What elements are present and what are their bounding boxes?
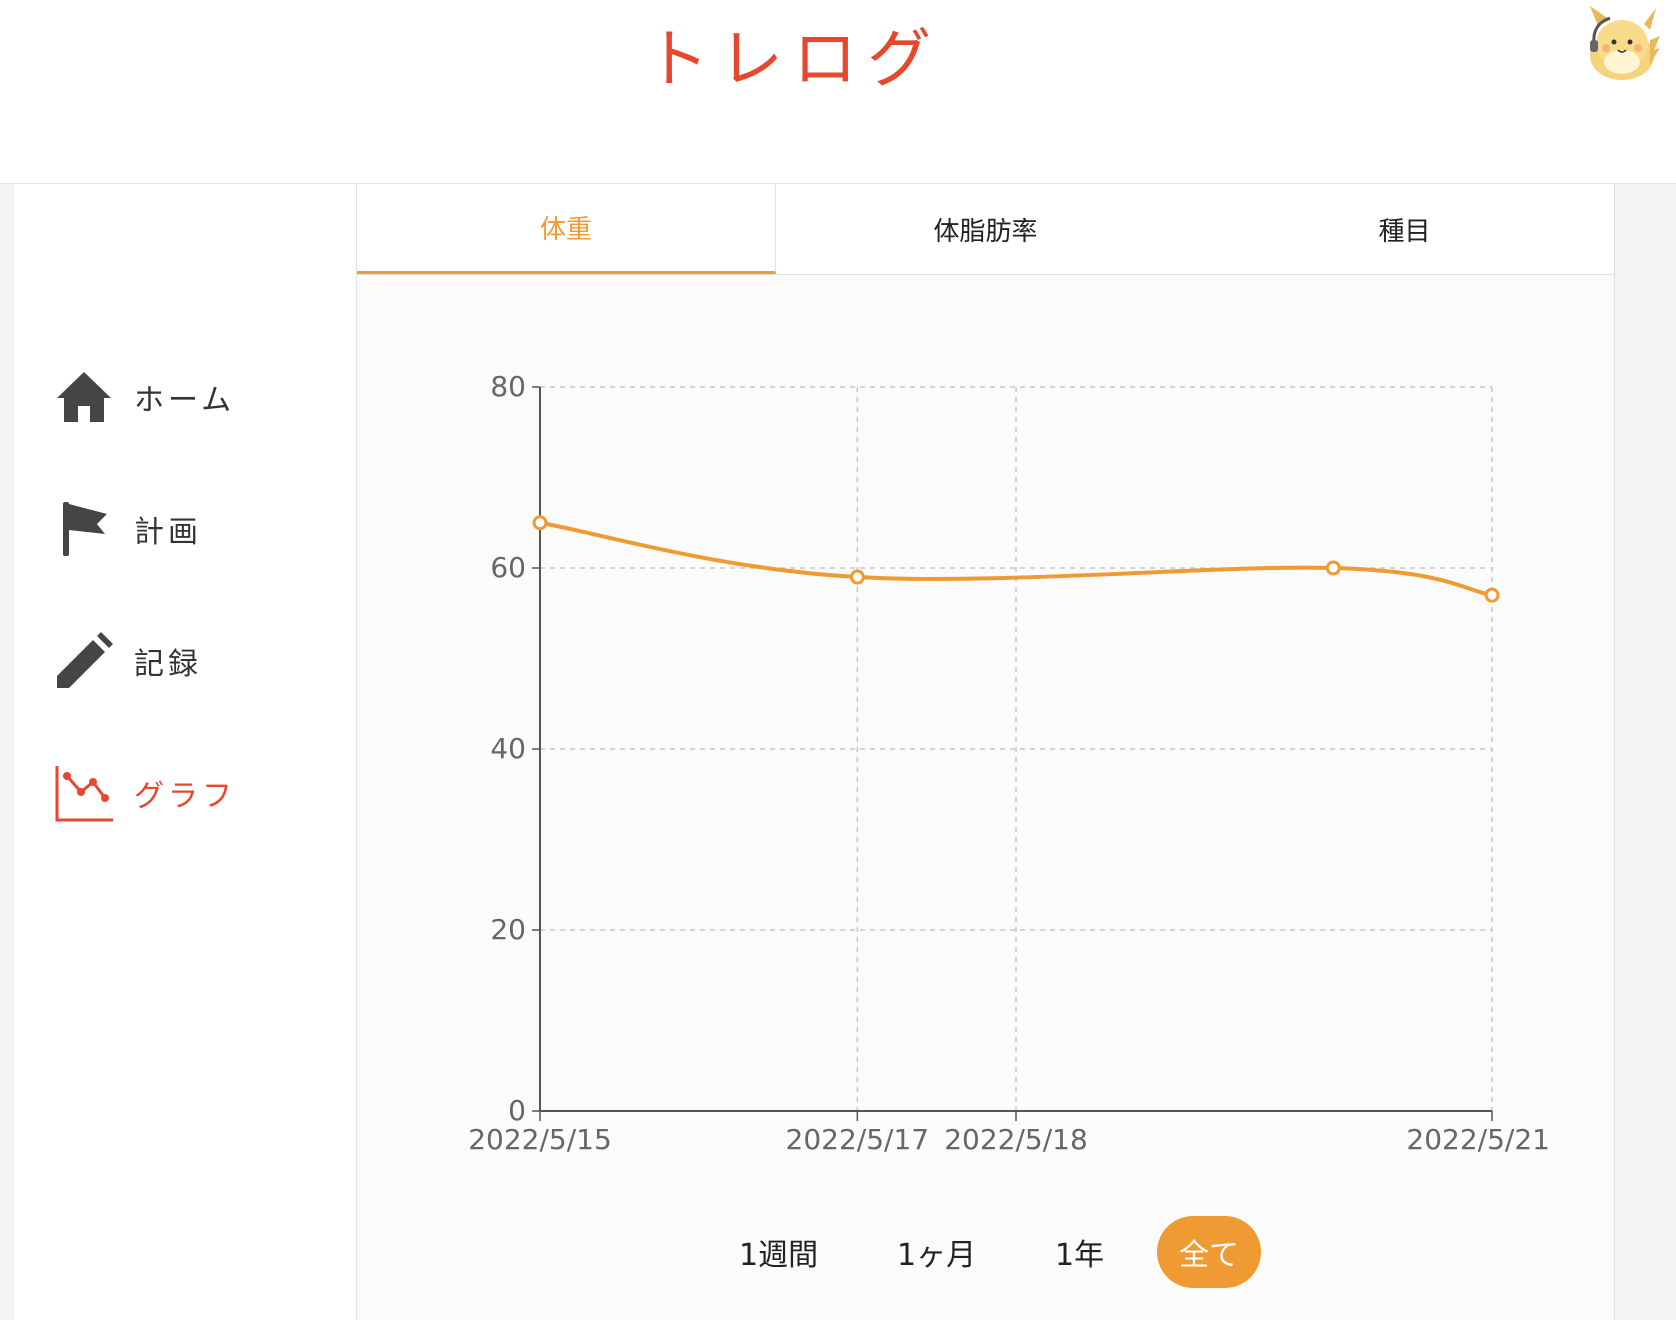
right-gutter	[1614, 184, 1676, 1320]
data-point	[1484, 587, 1500, 603]
tab-body-fat[interactable]: 体脂肪率	[933, 216, 1038, 247]
line-chart: 0 20 40 60 80 2022/5/15 2022/5/17 2022/5/18 2022…	[468, 370, 1550, 1156]
sidebar-item-plan[interactable]: 計画	[54, 494, 314, 564]
y-tick-label: 0	[508, 1094, 526, 1127]
app-header: トレログ	[0, 0, 1676, 184]
main-panel: 体重 体脂肪率 種目 0 20 40 60 80 2022/5/15 2022/5/17 20…	[357, 184, 1614, 1320]
y-tick-label: 40	[490, 732, 526, 765]
y-tick-label: 20	[490, 913, 526, 946]
x-tick-label: 2022/5/21	[1406, 1123, 1550, 1156]
sidebar-item-home[interactable]: ホーム	[54, 362, 314, 432]
y-tick-label: 80	[490, 370, 526, 403]
app-title: トレログ	[645, 23, 941, 97]
sidebar: ホーム 計画 記録	[14, 184, 357, 1320]
data-point	[1325, 560, 1341, 576]
y-tick-label: 60	[490, 551, 526, 584]
avatar[interactable]	[1580, 4, 1662, 84]
range-1month-button[interactable]: 1ヶ月	[897, 1238, 977, 1273]
flag-icon	[54, 497, 114, 561]
sidebar-item-graph[interactable]: グラフ	[54, 758, 314, 828]
tab-weight[interactable]: 体重	[357, 184, 776, 274]
line-chart-icon	[54, 761, 114, 825]
data-point	[532, 515, 548, 531]
series-line	[539, 520, 1493, 598]
x-tick-label: 2022/5/18	[944, 1123, 1088, 1156]
home-icon	[54, 365, 114, 429]
range-1week-button[interactable]: 1週間	[739, 1238, 819, 1273]
range-all-button[interactable]: 全て	[1157, 1216, 1261, 1288]
range-1year-button[interactable]: 1年	[1055, 1238, 1105, 1273]
tab-bar: 体重 体脂肪率 種目	[357, 184, 1614, 275]
tab-exercise[interactable]: 種目	[1378, 216, 1431, 247]
sidebar-item-label: ホーム	[134, 383, 236, 418]
sidebar-item-label: 記録	[134, 647, 202, 682]
pencil-icon	[54, 629, 114, 693]
x-tick-label: 2022/5/17	[786, 1123, 930, 1156]
x-tick-label: 2022/5/15	[468, 1123, 612, 1156]
sidebar-item-record[interactable]: 記録	[54, 626, 314, 696]
sidebar-item-label: 計画	[134, 515, 202, 550]
avatar-character-icon	[1590, 6, 1660, 80]
sidebar-item-label: グラフ	[134, 779, 236, 814]
data-point	[849, 569, 865, 585]
weight-chart: 0 20 40 60 80 2022/5/15 2022/5/17 2022/5/18 2022…	[357, 274, 1614, 1214]
left-gutter	[0, 184, 14, 1320]
range-selector: 1週間 1ヶ月 1年 全て	[357, 1216, 1614, 1296]
